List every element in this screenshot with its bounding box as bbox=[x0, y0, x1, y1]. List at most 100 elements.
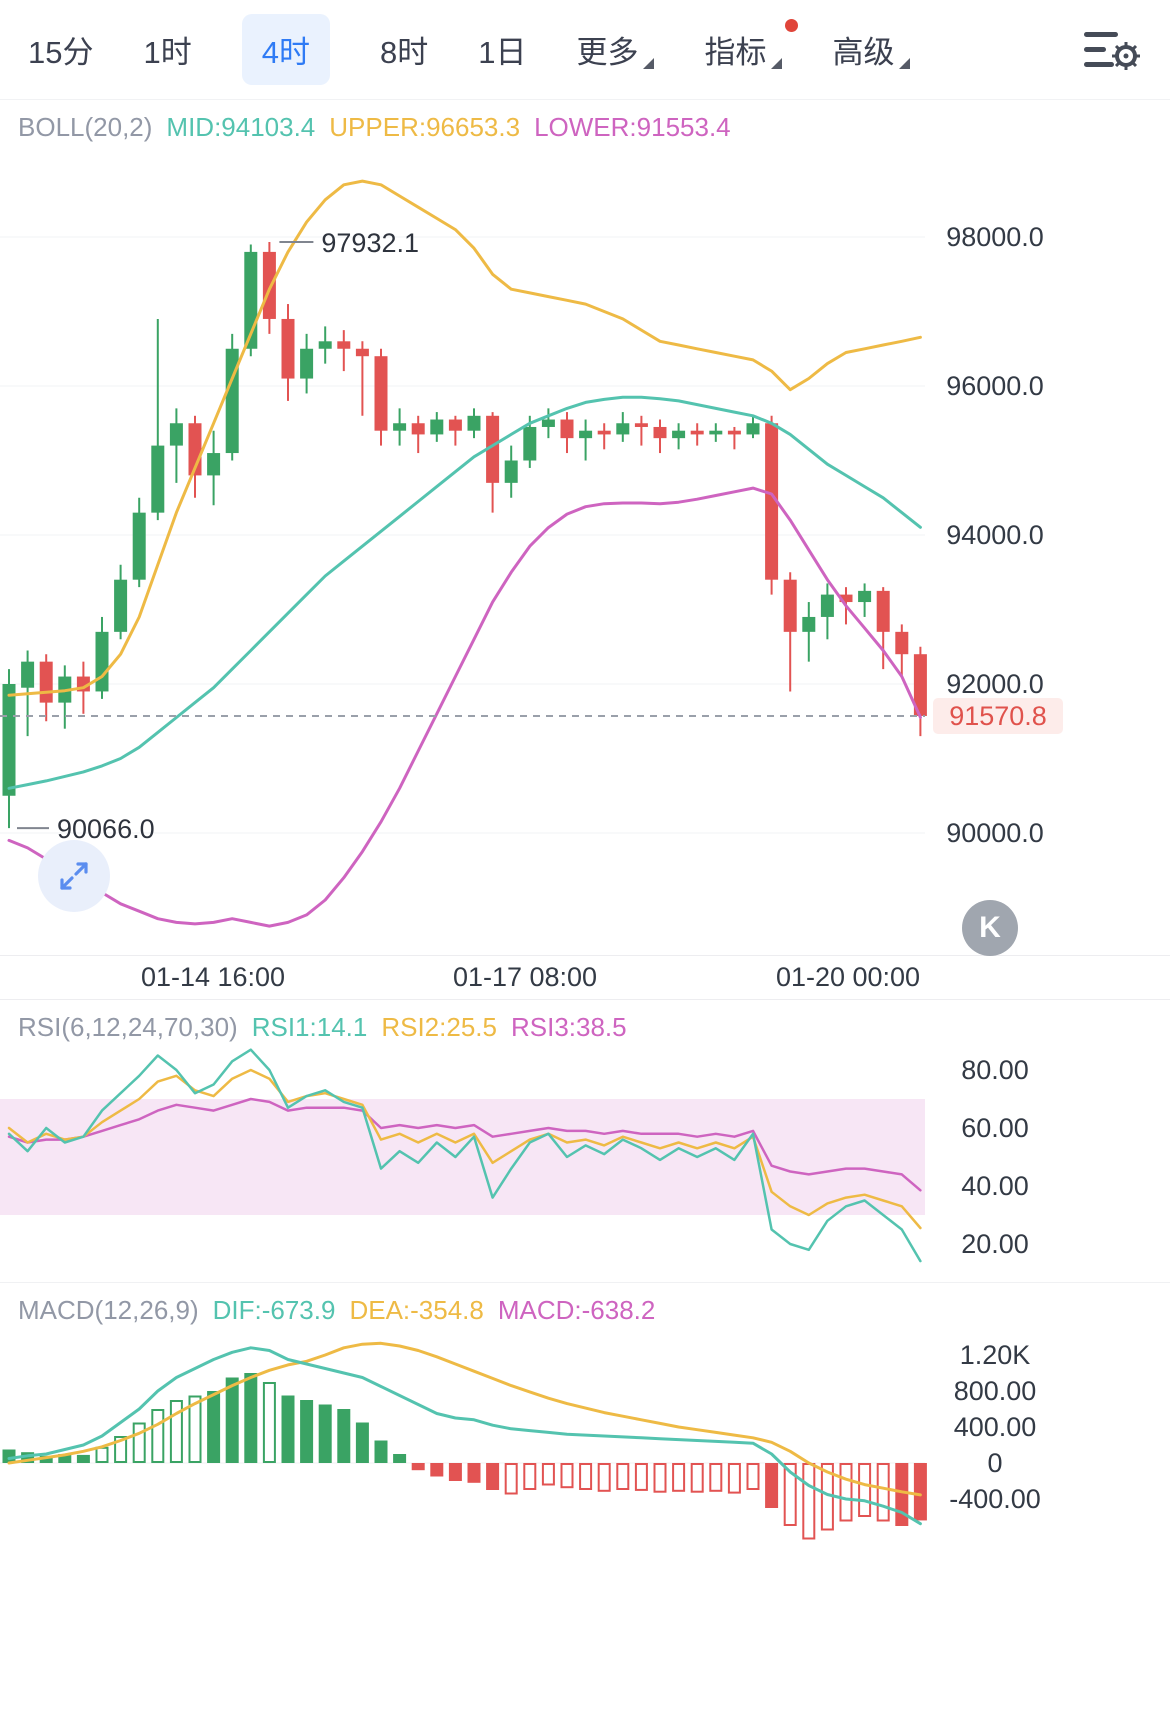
candle bbox=[523, 426, 537, 461]
macd-bar bbox=[802, 1463, 816, 1540]
macd-bar bbox=[765, 1463, 779, 1508]
macd-bar bbox=[58, 1454, 72, 1463]
advanced-menu-label: 高级 bbox=[832, 35, 895, 70]
chart-settings-button[interactable] bbox=[1082, 27, 1140, 73]
candle bbox=[39, 661, 53, 703]
candle bbox=[95, 631, 109, 692]
candle bbox=[858, 590, 872, 603]
macd-bar bbox=[504, 1463, 518, 1495]
candle bbox=[262, 251, 276, 319]
rsi-panel[interactable]: RSI(6,12,24,70,30) RSI1:14.1 RSI2:25.5 R… bbox=[0, 1000, 1170, 1283]
y-axis-label: 92000.0 bbox=[946, 669, 1044, 699]
x-axis-label: 01-14 16:00 bbox=[140, 962, 286, 992]
macd-bar bbox=[839, 1463, 853, 1522]
macd-bar bbox=[448, 1463, 462, 1481]
notification-dot bbox=[785, 19, 799, 32]
boll-legend: BOLL(20,2) MID:94103.4 UPPER:96653.3 LOW… bbox=[18, 112, 731, 143]
y-axis-label: -400.00 bbox=[949, 1484, 1041, 1514]
tab-1d[interactable]: 1日 bbox=[478, 35, 527, 70]
macd-bar bbox=[430, 1463, 444, 1477]
rsi-chart[interactable]: 80.00 60.00 40.00 20.00 bbox=[0, 1000, 1170, 1283]
expand-chart-button[interactable] bbox=[38, 840, 110, 912]
x-axis: 01-14 16:00 01-17 08:00 01-20 00:00 bbox=[0, 955, 1170, 1000]
more-menu[interactable]: 更多 bbox=[576, 27, 655, 72]
tab-4h[interactable]: 4时 bbox=[241, 14, 330, 85]
macd-bar bbox=[560, 1463, 574, 1489]
candlestick-panel[interactable]: BOLL(20,2) MID:94103.4 UPPER:96653.3 LOW… bbox=[0, 100, 1170, 956]
candle bbox=[560, 419, 574, 439]
macd-bar bbox=[262, 1382, 276, 1463]
candles-layer bbox=[2, 242, 927, 829]
macd-bar bbox=[709, 1463, 723, 1492]
macd-chart[interactable]: 1.20K 800.00 400.00 0 -400.00 bbox=[0, 1283, 1170, 1728]
indicators-menu-label: 指标 bbox=[704, 35, 767, 70]
macd-bar bbox=[913, 1463, 927, 1521]
candle bbox=[504, 460, 518, 483]
candle bbox=[21, 661, 35, 688]
candle bbox=[727, 430, 741, 435]
candle bbox=[820, 594, 834, 617]
y-axis-label: 800.00 bbox=[954, 1376, 1037, 1406]
macd-bar bbox=[114, 1436, 128, 1463]
macd-bar bbox=[523, 1463, 537, 1490]
macd-bar bbox=[151, 1409, 165, 1463]
macd-panel[interactable]: MACD(12,26,9) DIF:-673.9 DEA:-354.8 MACD… bbox=[0, 1283, 1170, 1728]
rsi2-value: RSI2:25.5 bbox=[381, 1012, 497, 1042]
candle bbox=[337, 341, 351, 349]
candle bbox=[541, 419, 555, 427]
rsi3-value: RSI3:38.5 bbox=[510, 1012, 627, 1042]
y-axis-label: 98000.0 bbox=[946, 222, 1044, 252]
macd-bar bbox=[746, 1463, 760, 1490]
macd-bar bbox=[690, 1463, 704, 1493]
boll-mid-value: MID:94103.4 bbox=[166, 112, 316, 142]
tab-8h[interactable]: 8时 bbox=[379, 35, 429, 70]
candle bbox=[2, 684, 16, 796]
tab-15min[interactable]: 15分 bbox=[28, 35, 94, 70]
candlestick-chart[interactable]: 98000.0 96000.0 94000.0 92000.0 90000.0 97932… bbox=[0, 100, 1170, 955]
macd-bar bbox=[876, 1463, 890, 1522]
candle bbox=[690, 430, 704, 435]
macd-hist-value: MACD:-638.2 bbox=[497, 1295, 656, 1325]
high-price-annotation: 97932.1 bbox=[321, 228, 419, 258]
macd-bar bbox=[225, 1377, 239, 1463]
x-axis-label: 01-17 08:00 bbox=[452, 962, 598, 992]
macd-bar bbox=[672, 1463, 686, 1492]
candle bbox=[430, 419, 444, 435]
candle bbox=[448, 419, 462, 431]
tab-1h[interactable]: 1时 bbox=[143, 35, 192, 70]
macd-bar bbox=[653, 1463, 667, 1493]
k-watermark-button[interactable]: K bbox=[962, 900, 1018, 956]
boll-legend-title: BOLL(20,2) bbox=[18, 112, 153, 142]
triangle-icon bbox=[771, 58, 783, 69]
candle bbox=[281, 318, 295, 379]
y-axis-label: 90000.0 bbox=[946, 818, 1044, 848]
candle bbox=[579, 430, 593, 439]
expand-icon bbox=[60, 862, 88, 890]
macd-bar bbox=[337, 1409, 351, 1463]
candle bbox=[672, 430, 686, 439]
candle bbox=[300, 348, 314, 379]
candle bbox=[114, 579, 128, 632]
advanced-menu[interactable]: 高级 bbox=[832, 27, 911, 72]
candle bbox=[913, 654, 927, 716]
y-axis-label: 400.00 bbox=[954, 1412, 1037, 1442]
candle bbox=[225, 348, 239, 454]
chart-settings-icon bbox=[1084, 31, 1140, 70]
candle bbox=[895, 631, 909, 655]
boll-upper-value: UPPER:96653.3 bbox=[329, 112, 521, 142]
y-axis-label: 80.00 bbox=[961, 1055, 1029, 1085]
candle bbox=[876, 590, 890, 632]
macd-bar bbox=[300, 1400, 314, 1463]
y-axis-label: 20.00 bbox=[961, 1229, 1029, 1259]
candle bbox=[169, 423, 183, 446]
candle bbox=[839, 594, 853, 603]
candle bbox=[393, 423, 407, 431]
macd-bar bbox=[132, 1422, 146, 1463]
indicators-menu[interactable]: 指标 bbox=[704, 19, 799, 72]
macd-dif-value: DIF:-673.9 bbox=[212, 1295, 336, 1325]
x-axis-label: 01-20 00:00 bbox=[775, 962, 921, 992]
macd-bar bbox=[541, 1463, 555, 1486]
triangle-icon bbox=[899, 58, 911, 69]
macd-bar bbox=[39, 1455, 53, 1463]
macd-bar bbox=[486, 1463, 500, 1490]
